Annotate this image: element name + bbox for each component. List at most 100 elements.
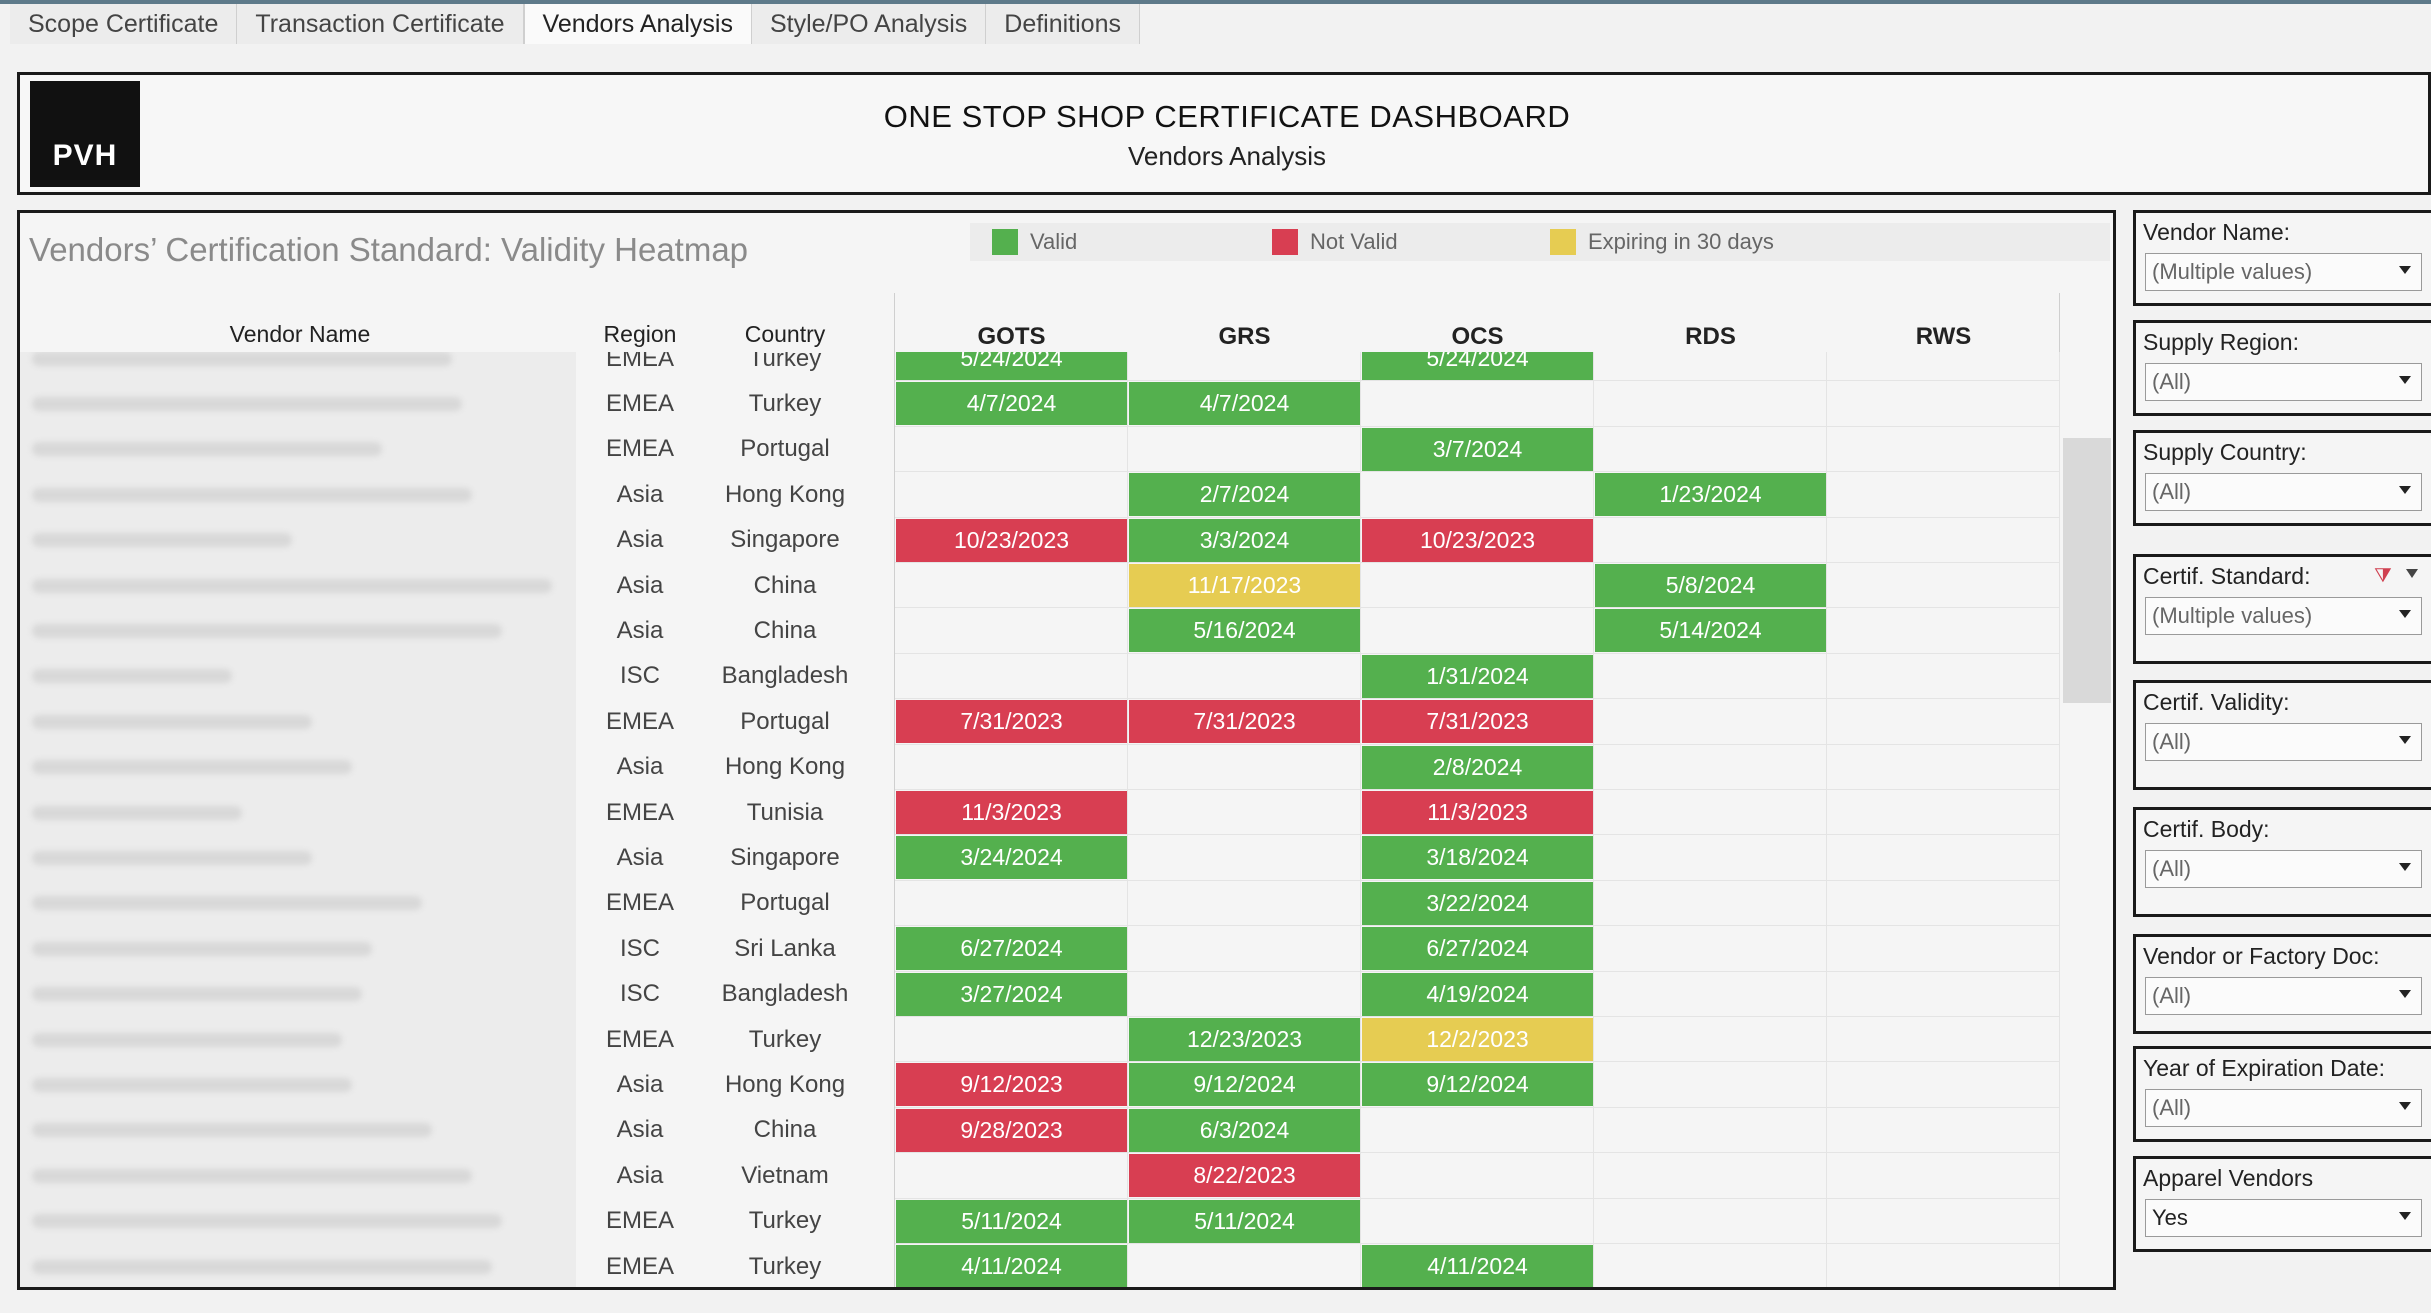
heatmap-cell-ocs[interactable]: 3/22/2024: [1362, 881, 1593, 925]
table-row[interactable]: EMEA Tunisia 11/3/2023 11/3/2023: [20, 790, 2060, 836]
table-row[interactable]: ISC Sri Lanka 6/27/2024 6/27/2024: [20, 926, 2060, 972]
table-row[interactable]: EMEA Turkey 4/11/2024 4/11/2024: [20, 1244, 2060, 1287]
column-header-ocs[interactable]: OCS: [1451, 323, 1504, 350]
legend-not-valid[interactable]: Not Valid: [1272, 229, 1398, 255]
heatmap-cell-gots[interactable]: 5/11/2024: [896, 1199, 1127, 1243]
table-row[interactable]: Asia China 5/16/2024 5/14/2024: [20, 608, 2060, 654]
table-row[interactable]: EMEA Turkey 4/7/2024 4/7/2024: [20, 381, 2060, 427]
heatmap-cell-gots[interactable]: 9/28/2023: [896, 1108, 1127, 1152]
heatmap-cell-rds[interactable]: 5/8/2024: [1595, 564, 1826, 607]
redacted-vendor-name: [32, 714, 312, 729]
heatmap-cell-ocs[interactable]: 4/11/2024: [1362, 1245, 1593, 1287]
heatmap-cell-grs[interactable]: 2/7/2024: [1129, 473, 1360, 517]
tab-vendors-analysis[interactable]: Vendors Analysis: [523, 4, 752, 44]
filter-dropdown[interactable]: (All): [2145, 363, 2422, 401]
tab-scope-certificate[interactable]: Scope Certificate: [10, 4, 238, 44]
column-separator: [1127, 1153, 1128, 1199]
heatmap-cell-ocs[interactable]: 1/31/2024: [1362, 654, 1593, 698]
filter-menu-icon[interactable]: [2406, 569, 2418, 578]
table-row[interactable]: ISC Bangladesh 3/27/2024 4/19/2024: [20, 971, 2060, 1017]
table-row[interactable]: Asia Singapore 10/23/2023 3/3/2024 10/23/202…: [20, 517, 2060, 563]
tab-definitions[interactable]: Definitions: [986, 4, 1140, 44]
filter-clear-icon[interactable]: ⧩: [2374, 565, 2392, 587]
filter-dropdown[interactable]: (Multiple values): [2145, 597, 2422, 635]
heatmap-cell-ocs[interactable]: 11/3/2023: [1362, 791, 1593, 834]
column-header-gots[interactable]: GOTS: [977, 323, 1046, 350]
filter-dropdown[interactable]: (All): [2145, 723, 2422, 761]
legend-valid[interactable]: Valid: [992, 229, 1077, 255]
legend-expiring[interactable]: Expiring in 30 days: [1550, 229, 1774, 255]
heatmap-cell-grs[interactable]: 11/17/2023: [1129, 564, 1360, 607]
heatmap-cell-grs[interactable]: 7/31/2023: [1129, 700, 1360, 744]
heatmap-cell-grs[interactable]: 6/3/2024: [1129, 1108, 1360, 1152]
table-row[interactable]: EMEA Turkey 5/24/2024 5/24/2024: [20, 352, 2060, 382]
column-header-region[interactable]: Region: [603, 321, 677, 347]
heatmap-cell-grs[interactable]: 8/22/2023: [1129, 1154, 1360, 1198]
column-separator: [1593, 744, 1594, 790]
heatmap-cell-gots[interactable]: 7/31/2023: [896, 700, 1127, 744]
heatmap-cell-grs[interactable]: 5/16/2024: [1129, 609, 1360, 653]
heatmap-cell-grs[interactable]: 9/12/2024: [1129, 1063, 1360, 1107]
heatmap-cell-gots[interactable]: 4/7/2024: [896, 382, 1127, 426]
table-row[interactable]: ISC Bangladesh 1/31/2024: [20, 653, 2060, 700]
heatmap-cell-ocs[interactable]: 4/19/2024: [1362, 972, 1593, 1016]
heatmap-cell-ocs[interactable]: 10/23/2023: [1362, 518, 1593, 562]
heatmap-cell-ocs[interactable]: 6/27/2024: [1362, 927, 1593, 971]
table-row[interactable]: Asia China 9/28/2023 6/3/2024: [20, 1107, 2060, 1154]
column-header-vendor-name[interactable]: Vendor Name: [229, 321, 371, 347]
column-separator: [2059, 1153, 2060, 1199]
heatmap-cell-ocs[interactable]: 5/24/2024: [1362, 352, 1593, 380]
column-header-rws[interactable]: RWS: [1915, 323, 1972, 350]
filter-dropdown[interactable]: Yes: [2145, 1199, 2422, 1237]
column-header-rds[interactable]: RDS: [1685, 323, 1736, 350]
heatmap-cell-rds[interactable]: 1/23/2024: [1595, 473, 1826, 517]
tab-style-po-analysis[interactable]: Style/PO Analysis: [751, 4, 987, 44]
country-cell: Turkey: [748, 352, 822, 372]
heatmap-cell-gots[interactable]: 10/23/2023: [896, 518, 1127, 562]
table-row[interactable]: Asia Hong Kong 2/7/2024 1/23/2024: [20, 472, 2060, 518]
heatmap-cell-ocs[interactable]: 3/18/2024: [1362, 836, 1593, 880]
table-row[interactable]: Asia China 11/17/2023 5/8/2024: [20, 563, 2060, 609]
table-row[interactable]: EMEA Turkey 5/11/2024 5/11/2024: [20, 1198, 2060, 1244]
filter-dropdown[interactable]: (Multiple values): [2145, 253, 2422, 291]
heatmap-cell-grs[interactable]: 4/7/2024: [1129, 382, 1360, 426]
row-grid-background: [895, 1017, 2060, 1063]
heatmap-cell-gots[interactable]: 3/27/2024: [896, 972, 1127, 1016]
table-row[interactable]: EMEA Portugal 3/7/2024: [20, 426, 2060, 473]
heatmap-cell-grs[interactable]: 3/3/2024: [1129, 518, 1360, 562]
tab-transaction-certificate[interactable]: Transaction Certificate: [237, 4, 524, 44]
heatmap-cell-gots[interactable]: 9/12/2023: [896, 1063, 1127, 1107]
column-header-country[interactable]: Country: [744, 321, 826, 347]
heatmap-cell-ocs[interactable]: 9/12/2024: [1362, 1063, 1593, 1107]
table-row[interactable]: Asia Hong Kong 9/12/2023 9/12/2024 9/12/2024: [20, 1062, 2060, 1108]
column-header-grs[interactable]: GRS: [1218, 323, 1271, 350]
heatmap-cell-grs[interactable]: 12/23/2023: [1129, 1018, 1360, 1061]
heatmap-cell-gots[interactable]: 4/11/2024: [896, 1245, 1127, 1287]
heatmap-cell-ocs[interactable]: 12/2/2023: [1362, 1018, 1593, 1061]
table-row[interactable]: EMEA Portugal 3/22/2024: [20, 880, 2060, 927]
heatmap-cell-rds[interactable]: 5/14/2024: [1595, 609, 1826, 653]
row-grid-background: [895, 835, 2060, 881]
filter-dropdown[interactable]: (All): [2145, 850, 2422, 888]
filter-dropdown[interactable]: (All): [2145, 473, 2422, 511]
filter-label: Apparel Vendors: [2143, 1165, 2314, 1191]
table-row[interactable]: EMEA Portugal 7/31/2023 7/31/2023 7/31/2023: [20, 699, 2060, 745]
table-row[interactable]: Asia Singapore 3/24/2024 3/18/2024: [20, 835, 2060, 881]
heatmap-cell-gots[interactable]: 3/24/2024: [896, 836, 1127, 880]
heatmap-cell-grs[interactable]: 5/11/2024: [1129, 1199, 1360, 1243]
heatmap-cell-gots[interactable]: 11/3/2023: [896, 791, 1127, 834]
filter-selected-value: (All): [2152, 856, 2192, 881]
filter-dropdown[interactable]: (All): [2145, 977, 2422, 1015]
heatmap-cell-gots[interactable]: 6/27/2024: [896, 927, 1127, 971]
column-separator: [1826, 744, 1827, 790]
heatmap-cell-ocs[interactable]: 2/8/2024: [1362, 745, 1593, 789]
filter-selected-value: (All): [2152, 729, 2192, 754]
heatmap-cell-gots[interactable]: 5/24/2024: [896, 352, 1127, 380]
filter-dropdown[interactable]: (All): [2145, 1089, 2422, 1127]
table-row[interactable]: EMEA Turkey 12/23/2023 12/2/2023: [20, 1017, 2060, 1063]
heatmap-cell-ocs[interactable]: 3/7/2024: [1362, 427, 1593, 471]
heatmap-cell-ocs[interactable]: 7/31/2023: [1362, 700, 1593, 744]
table-row[interactable]: Asia Hong Kong 2/8/2024: [20, 744, 2060, 790]
table-row[interactable]: Asia Vietnam 8/22/2023: [20, 1153, 2060, 1199]
vertical-scrollbar[interactable]: [2063, 438, 2111, 703]
